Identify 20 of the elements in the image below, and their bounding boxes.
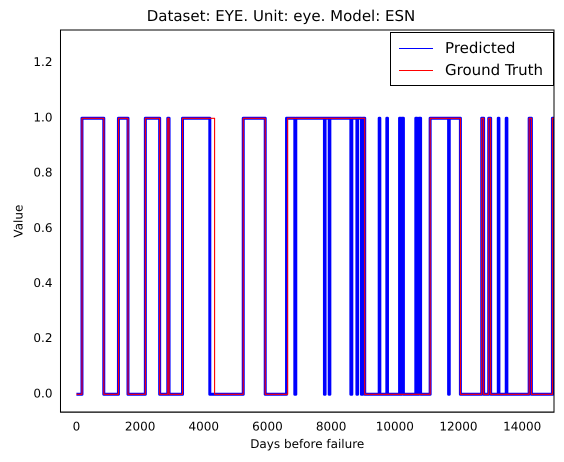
y-tick-label: 0.4 xyxy=(33,276,52,290)
y-tick-label: 0.8 xyxy=(33,166,52,180)
y-tick-label: 1.0 xyxy=(33,110,52,124)
x-tick-label: 0 xyxy=(72,420,80,434)
x-tick-label: 2000 xyxy=(124,420,156,434)
x-tick-label: 12000 xyxy=(439,420,478,434)
chart-title: Dataset: EYE. Unit: eye. Model: ESN xyxy=(146,6,416,25)
y-tick-label: 0.6 xyxy=(33,220,52,235)
x-tick-label: 8000 xyxy=(316,420,346,434)
y-axis-title: Value xyxy=(11,204,26,238)
x-tick-label: 10000 xyxy=(376,420,414,434)
legend-label: Predicted xyxy=(445,38,516,59)
y-tick-label: 1.2 xyxy=(33,55,52,70)
legend-label: Ground Truth xyxy=(445,60,543,81)
x-tick-label: 6000 xyxy=(252,420,283,434)
x-tick-label: 14000 xyxy=(503,420,542,434)
y-tick-label: 0.2 xyxy=(33,331,52,346)
y-tick-label: 0.0 xyxy=(33,386,52,400)
x-tick-label: 4000 xyxy=(188,420,220,434)
x-axis-title: Days before failure xyxy=(250,436,364,451)
